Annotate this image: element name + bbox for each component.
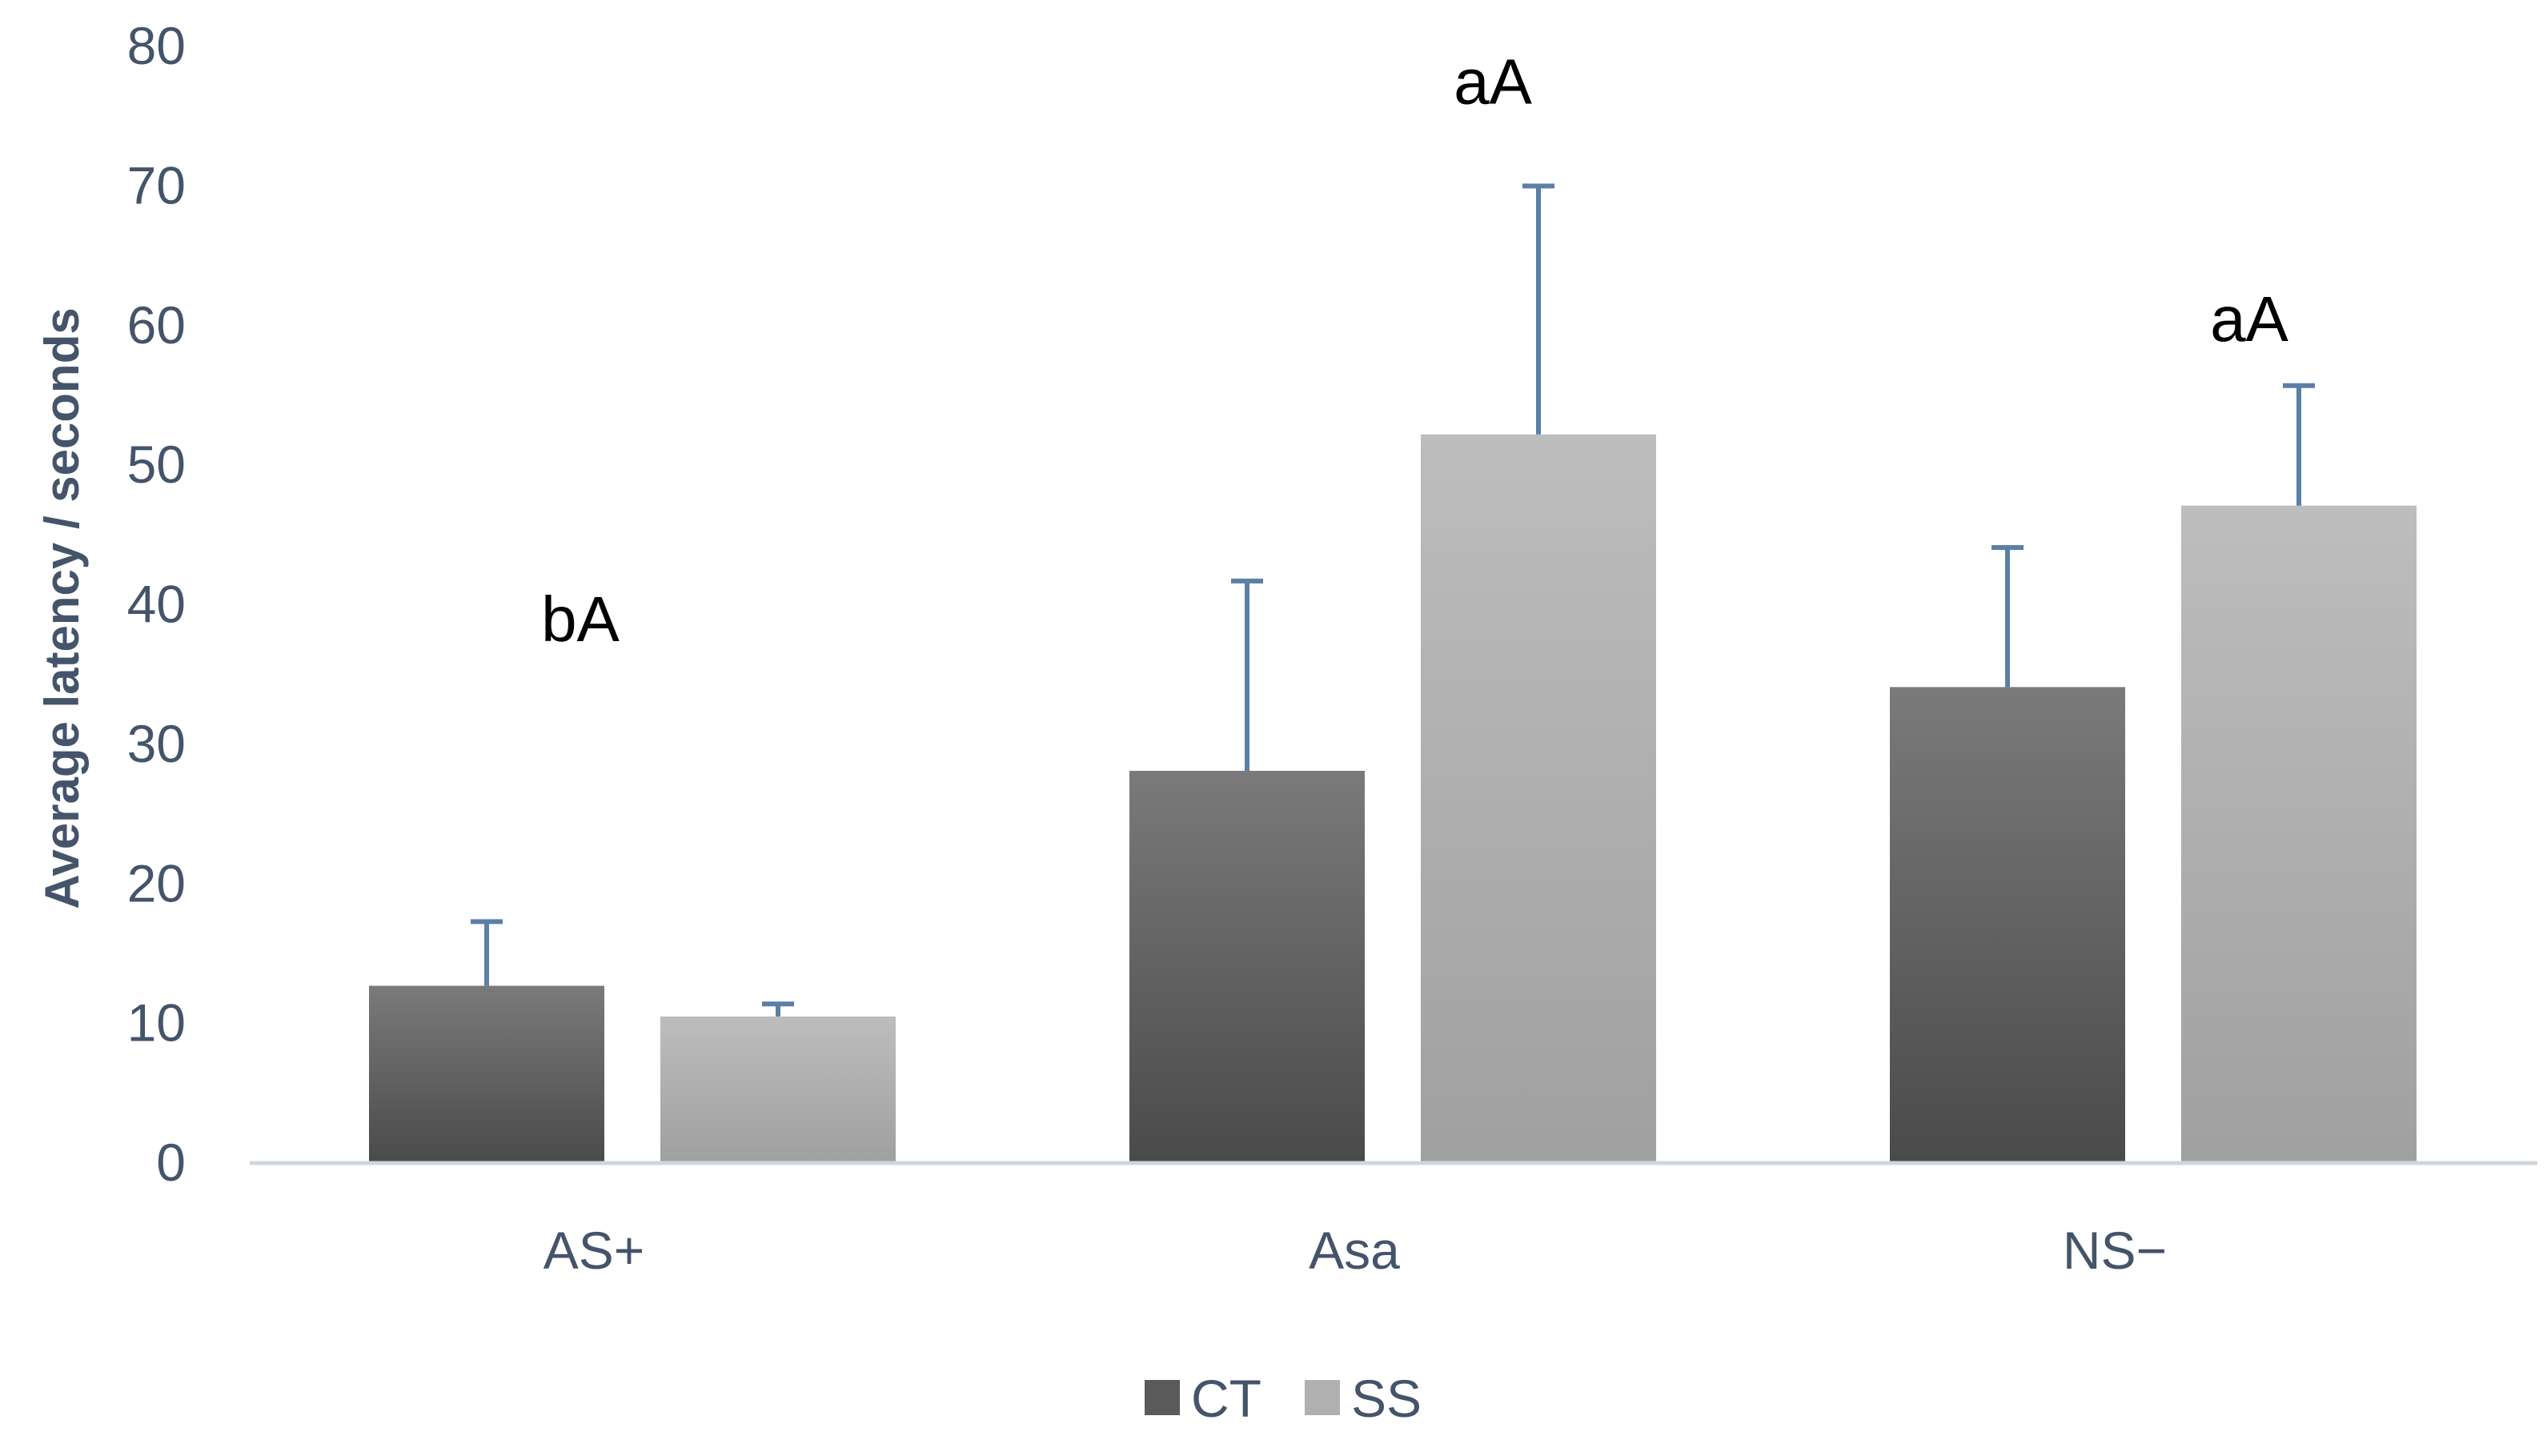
y-tick-label: 80 [127,16,186,75]
y-tick-label: 20 [127,853,186,913]
bar-ct-2 [1890,687,2125,1163]
bar-ss-2 [2181,505,2417,1163]
x-tick-label: AS+ [543,1221,645,1280]
annotation-label: aA [1454,46,1532,118]
bars [369,434,2417,1163]
x-axis-ticks: AS+ Asa NS− [543,1221,2167,1280]
y-tick-label: 10 [127,993,186,1053]
bar-ss-1 [1421,434,1656,1163]
legend-swatch-ct [1145,1380,1180,1415]
annotation-label: aA [2210,283,2288,355]
bar-ct-0 [369,985,604,1163]
legend-swatch-ss [1305,1380,1340,1415]
legend-label-ct: CT [1191,1369,1261,1428]
y-tick-label: 40 [127,575,186,634]
error-bars [471,183,2315,1017]
x-tick-label: NS− [2063,1221,2167,1280]
y-tick-label: 0 [156,1133,186,1192]
y-axis-title: Average latency / seconds [35,307,89,908]
bar-ct-1 [1129,771,1365,1163]
y-tick-label: 70 [127,155,186,215]
y-tick-label: 50 [127,435,186,494]
y-tick-label: 30 [127,714,186,773]
x-tick-label: Asa [1309,1221,1400,1280]
y-axis-ticks: 0 10 20 30 40 50 60 70 80 [127,16,186,1192]
y-tick-label: 60 [127,295,186,355]
legend-label-ss: SS [1351,1369,1422,1428]
bar-ss-0 [660,1016,896,1163]
annotation-label: bA [541,584,620,655]
significance-annotations: bA aA aA [541,46,2288,655]
legend: CT SS [1145,1369,1422,1428]
